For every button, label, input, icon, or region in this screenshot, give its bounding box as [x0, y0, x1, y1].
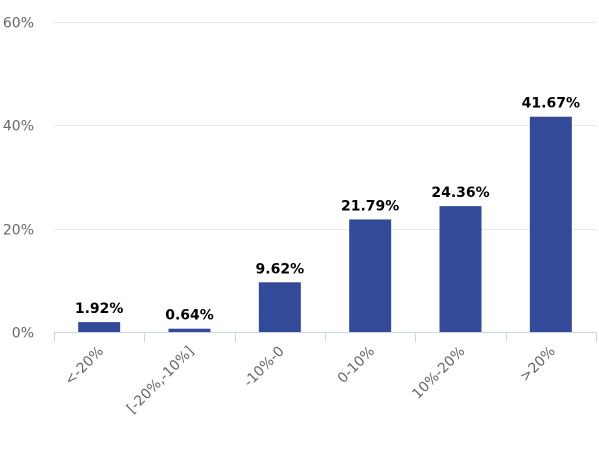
bar — [168, 328, 211, 332]
x-tick-label: -10%-0 — [241, 344, 288, 391]
y-tick-label: 40% — [3, 119, 34, 135]
bar — [439, 206, 482, 332]
bar — [349, 219, 392, 332]
x-tick-label: 0-10% — [335, 344, 378, 387]
y-tick-label: 60% — [3, 16, 34, 32]
bar — [258, 282, 301, 332]
x-tick-label: >20% — [517, 344, 559, 386]
x-axis-labels: <-20% [-20%,-10%] -10%-0 0-10% 10%-20% >20% — [62, 344, 559, 417]
y-axis-labels: 0% 20% 40% 60% — [3, 16, 34, 342]
data-label: 1.92% — [75, 301, 124, 317]
grid-lines — [54, 22, 596, 230]
y-tick-label: 0% — [12, 326, 34, 342]
bars — [78, 116, 572, 332]
data-label: 0.64% — [165, 308, 214, 324]
data-label: 41.67% — [522, 96, 580, 112]
data-label: 24.36% — [431, 185, 489, 201]
data-label: 9.62% — [256, 261, 305, 277]
x-tick-label: [-20%,-10%] — [124, 344, 197, 417]
bar — [78, 322, 121, 332]
data-labels: 1.92% 0.64% 9.62% 21.79% 24.36% 41.67% — [75, 96, 580, 324]
x-tick-label: 10%-20% — [409, 344, 468, 403]
bar — [529, 116, 572, 332]
x-axis-ticks — [54, 332, 597, 342]
y-tick-label: 20% — [3, 223, 34, 239]
data-label: 21.79% — [341, 198, 399, 214]
x-tick-label: <-20% — [62, 344, 107, 389]
